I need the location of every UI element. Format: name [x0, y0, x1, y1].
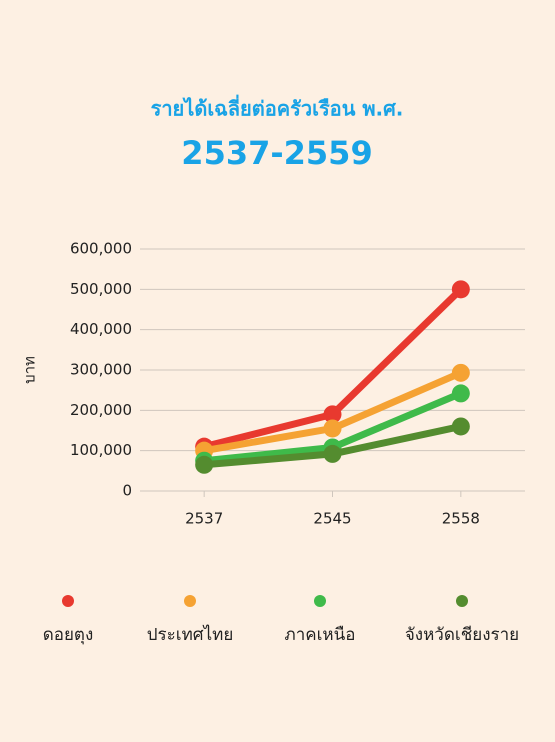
data-point	[451, 384, 470, 403]
legend-marker	[184, 595, 196, 607]
y-tick-label: 200,000	[70, 401, 132, 419]
y-tick-label: 400,000	[70, 320, 132, 338]
chart-title: รายได้เฉลี่ยต่อครัวเรือน พ.ศ.	[151, 94, 404, 121]
legend-label: ประเทศไทย	[147, 624, 234, 645]
x-tick-label: 2558	[442, 510, 480, 528]
legend-label: จังหวัดเชียงราย	[405, 625, 519, 645]
data-point	[451, 363, 470, 382]
y-tick-label: 600,000	[70, 240, 132, 258]
y-tick-label: 500,000	[70, 280, 132, 298]
y-tick-label: 300,000	[70, 361, 132, 379]
data-point	[195, 455, 214, 474]
legend-marker	[456, 595, 468, 607]
legend-marker	[62, 595, 74, 607]
x-tick-label: 2537	[185, 510, 223, 528]
y-axis-label: บาท	[21, 356, 39, 384]
data-point	[323, 405, 342, 424]
legend-label: ภาคเหนือ	[285, 625, 356, 645]
data-point	[451, 417, 470, 436]
legend-label: ดอยตุง	[43, 625, 94, 645]
data-point	[451, 280, 470, 299]
x-tick-label: 2545	[313, 510, 351, 528]
legend-marker	[314, 595, 326, 607]
chart-subtitle: 2537-2559	[181, 134, 372, 172]
y-tick-label: 100,000	[70, 441, 132, 459]
data-point	[323, 419, 342, 438]
data-point	[323, 444, 342, 463]
y-tick-label: 0	[122, 482, 132, 500]
